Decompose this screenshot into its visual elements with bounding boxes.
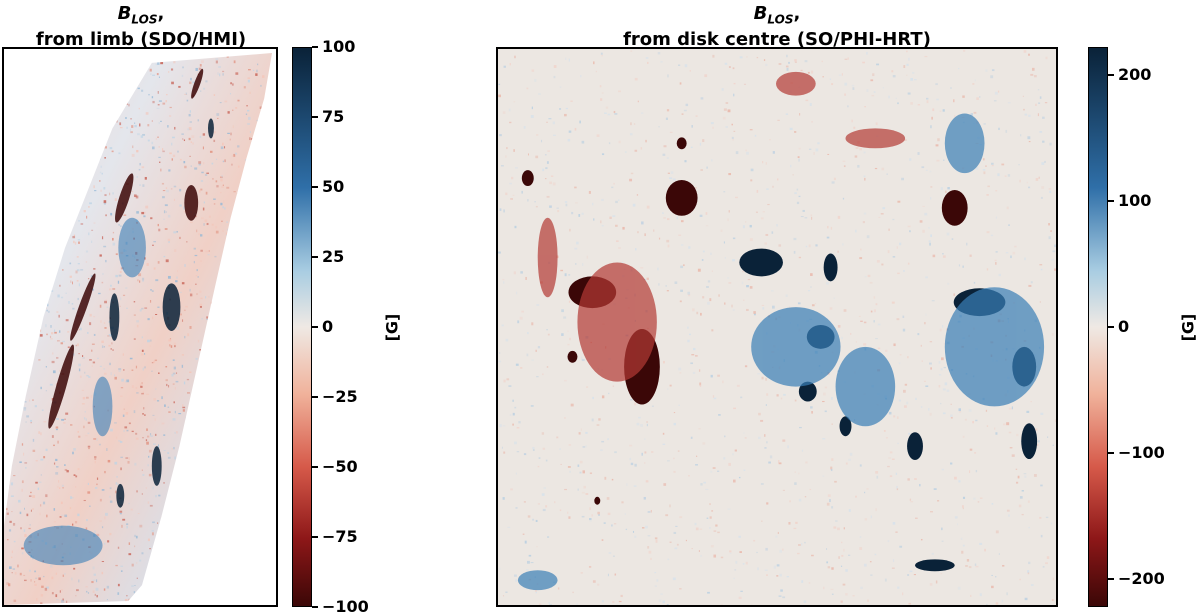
colorbar-tick-mark (312, 466, 318, 468)
limb-magnetogram (2, 47, 278, 607)
disk-centre-magnetogram-image (498, 49, 1056, 605)
disk-centre-magnetogram (496, 47, 1058, 607)
colorbar-tick-mark (1108, 326, 1114, 328)
colorbar-tick-mark (1108, 452, 1114, 454)
right-colorbar-unit: [G] (1178, 314, 1197, 342)
colorbar-tick-label: 0 (322, 319, 333, 335)
colorbar-tick-mark (312, 396, 318, 398)
limb-magnetogram-image (4, 49, 276, 605)
colorbar-tick-label: 25 (322, 249, 344, 265)
left-title-symbol: B (118, 3, 132, 24)
colorbar-tick-label: −75 (322, 529, 358, 545)
colorbar-tick-mark (1108, 200, 1114, 202)
colorbar-tick-label: −50 (322, 459, 358, 475)
colorbar-tick-label: 50 (322, 179, 344, 195)
left-title-suffix: , (157, 3, 164, 24)
right-colorbar (1088, 47, 1108, 607)
colorbar-tick-label: 100 (1118, 193, 1151, 209)
colorbar-tick-mark (312, 256, 318, 258)
right-title-subscript: LOS (767, 13, 793, 27)
colorbar-tick-label: 200 (1118, 67, 1151, 83)
colorbar-tick-mark (312, 536, 318, 538)
colorbar-tick-mark (312, 606, 318, 608)
left-panel-title: BLOS, from limb (SDO/HMI) (0, 4, 282, 50)
colorbar-tick-mark (312, 46, 318, 48)
colorbar-tick-mark (312, 326, 318, 328)
right-panel-title: BLOS, from disk centre (SO/PHI-HRT) (496, 4, 1058, 50)
colorbar-tick-mark (312, 186, 318, 188)
colorbar-tick-mark (1108, 578, 1114, 580)
right-title-suffix: , (793, 3, 800, 24)
colorbar-tick-label: 0 (1118, 319, 1129, 335)
right-title-symbol: B (754, 3, 768, 24)
colorbar-tick-label: 100 (322, 39, 355, 55)
colorbar-tick-mark (1108, 74, 1114, 76)
colorbar-tick-label: 75 (322, 109, 344, 125)
left-title-subscript: LOS (131, 13, 157, 27)
colorbar-tick-label: −25 (322, 389, 358, 405)
colorbar-tick-label: −200 (1118, 571, 1165, 587)
colorbar-tick-label: −100 (322, 599, 369, 615)
colorbar-tick-label: −100 (1118, 445, 1165, 461)
left-colorbar (292, 47, 312, 607)
left-colorbar-unit: [G] (382, 314, 401, 342)
colorbar-tick-mark (312, 116, 318, 118)
